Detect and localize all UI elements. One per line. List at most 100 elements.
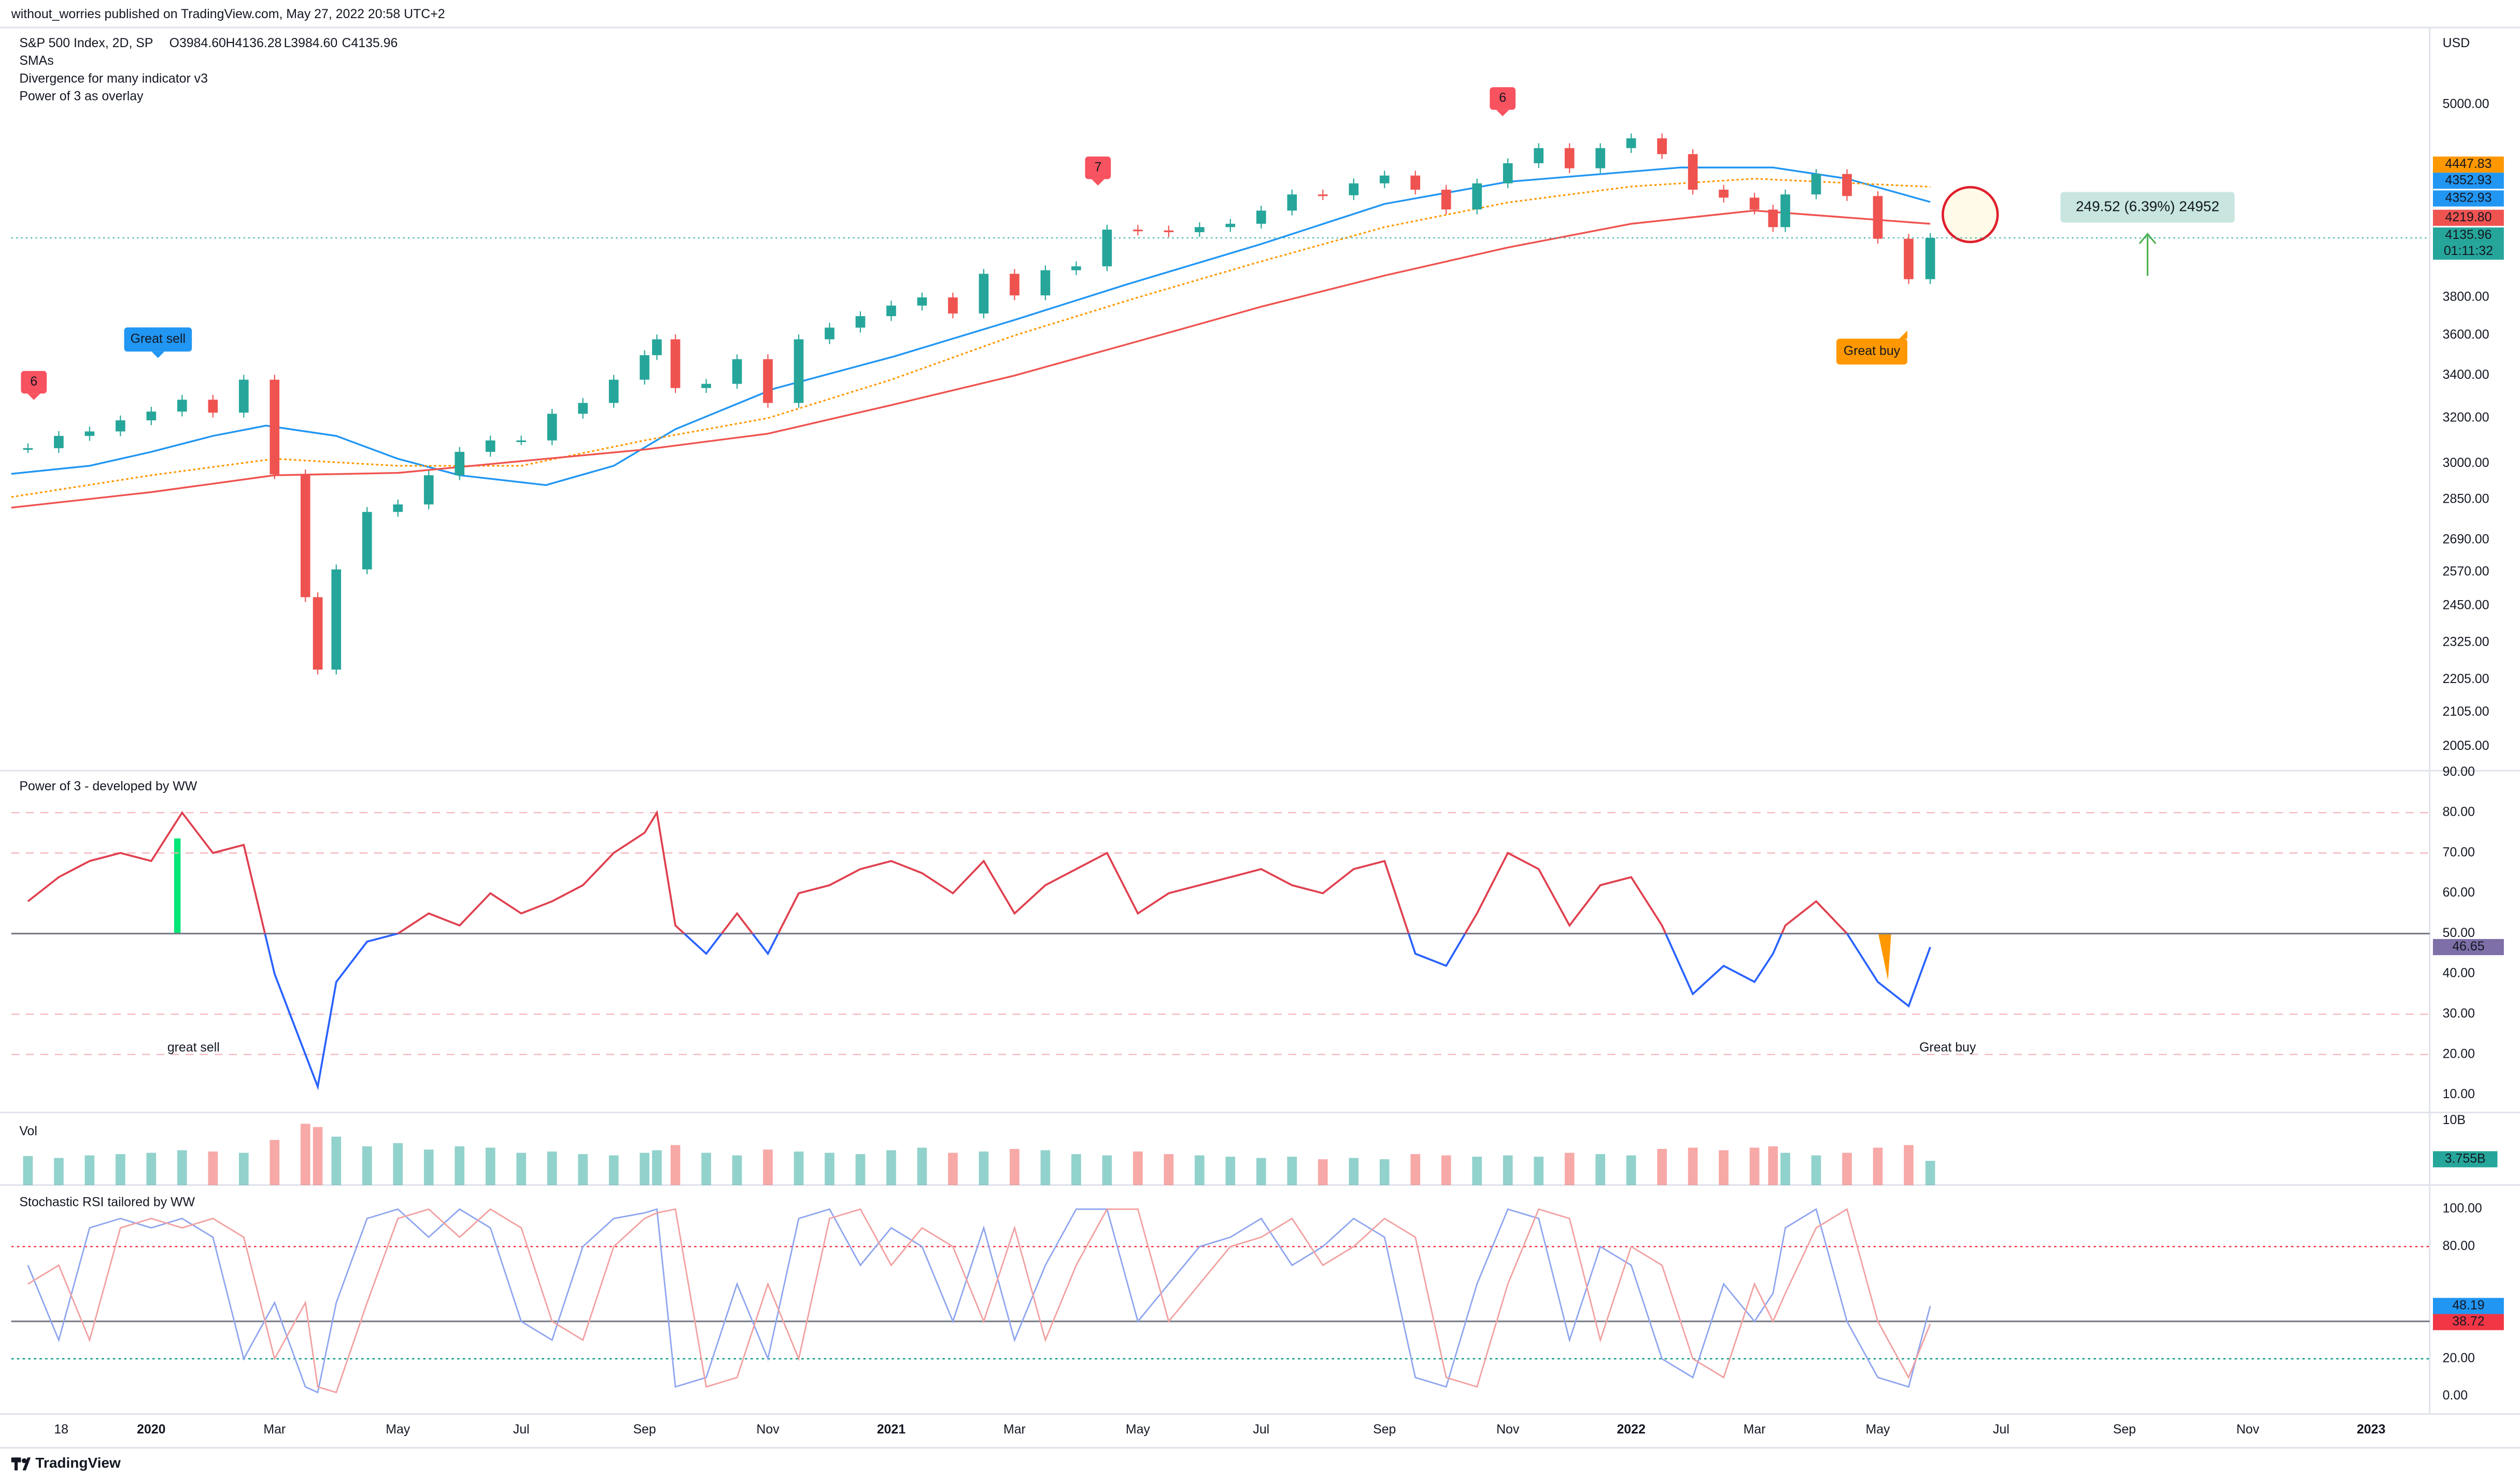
candle bbox=[886, 305, 896, 317]
annotation-text: great sell bbox=[167, 1040, 220, 1055]
x-tick-label: Nov bbox=[2236, 1422, 2260, 1437]
y-tick-label: 30.00 bbox=[2443, 1006, 2475, 1021]
candle bbox=[652, 339, 662, 356]
volume-bar bbox=[640, 1153, 649, 1185]
price-tag: 4219.80 bbox=[2445, 210, 2491, 224]
sma-line bbox=[11, 209, 1931, 509]
sma-line bbox=[11, 178, 1931, 498]
last-price-tag-bg bbox=[2433, 227, 2504, 244]
annotation-pointer bbox=[1496, 109, 1509, 117]
volume-bar bbox=[1768, 1146, 1778, 1185]
brand: TradingView bbox=[35, 1455, 121, 1471]
candle bbox=[177, 400, 187, 412]
annotation-text: 6 bbox=[1499, 91, 1506, 105]
volume-bar bbox=[331, 1137, 342, 1185]
highlight-circle bbox=[1942, 186, 1999, 244]
y-tick-label: 0.00 bbox=[2443, 1388, 2468, 1403]
publish-info: without_worries published on TradingView… bbox=[11, 7, 445, 21]
ohlc-value: O3984.60 bbox=[169, 36, 226, 50]
volume-bar bbox=[1102, 1155, 1112, 1185]
candle bbox=[1010, 274, 1020, 295]
x-tick-label: 2020 bbox=[137, 1422, 165, 1437]
volume-bar bbox=[1379, 1159, 1390, 1185]
volume-bar bbox=[670, 1145, 681, 1185]
price-tag-bg bbox=[2433, 209, 2504, 226]
measure-arrow-head bbox=[2139, 232, 2157, 245]
candle bbox=[1349, 183, 1359, 195]
volume-bar bbox=[1719, 1150, 1729, 1185]
volume-bar bbox=[116, 1154, 125, 1185]
price-tag: 4352.93 bbox=[2445, 190, 2491, 205]
candle bbox=[331, 569, 342, 670]
y-tick-label: 60.00 bbox=[2443, 885, 2475, 900]
volume-bar bbox=[855, 1154, 866, 1185]
volume-bar bbox=[393, 1143, 403, 1185]
signal-wedge bbox=[1878, 933, 1891, 981]
candle bbox=[393, 504, 403, 512]
candle bbox=[1133, 230, 1143, 232]
volume-bar bbox=[1503, 1155, 1513, 1185]
candle bbox=[1410, 175, 1421, 190]
volume-bar bbox=[1749, 1147, 1760, 1185]
volume-bar bbox=[1010, 1148, 1020, 1185]
x-tick-label: Mar bbox=[1744, 1422, 1766, 1437]
value-tag-bg bbox=[2433, 1151, 2498, 1168]
candle bbox=[300, 474, 310, 598]
annotation-box bbox=[1836, 338, 1907, 365]
value-tag: 38.72 bbox=[2452, 1314, 2484, 1329]
candle bbox=[1441, 189, 1451, 210]
y-tick-label: 3400.00 bbox=[2443, 367, 2489, 382]
volume-bar bbox=[652, 1150, 662, 1185]
candle bbox=[1657, 138, 1667, 154]
sma-line bbox=[11, 166, 1931, 486]
volume-bar bbox=[1595, 1154, 1605, 1185]
y-tick-label: 2450.00 bbox=[2443, 598, 2489, 612]
candle bbox=[1719, 189, 1729, 198]
countdown-tag-bg bbox=[2433, 244, 2504, 260]
volume-bar bbox=[1842, 1153, 1852, 1185]
candle bbox=[1811, 174, 1821, 195]
annotation-box bbox=[21, 371, 47, 394]
y-tick-label: 90.00 bbox=[2443, 764, 2475, 779]
volume-bar bbox=[547, 1151, 557, 1185]
volume-bar bbox=[1925, 1160, 1935, 1185]
candle bbox=[794, 339, 804, 403]
y-tick-label: 70.00 bbox=[2443, 845, 2475, 859]
candle bbox=[1256, 210, 1266, 224]
candle bbox=[1102, 230, 1112, 266]
candle bbox=[825, 328, 834, 339]
volume-bar bbox=[1133, 1151, 1143, 1185]
annotation-text: 7 bbox=[1094, 160, 1101, 174]
candle bbox=[1287, 194, 1297, 211]
annotation-pointer bbox=[27, 393, 40, 400]
volume-bar bbox=[485, 1147, 495, 1185]
volume-bar bbox=[84, 1155, 95, 1185]
annotation-box bbox=[124, 327, 192, 352]
candle bbox=[1534, 148, 1544, 163]
volume-bar bbox=[1349, 1158, 1359, 1185]
countdown-tag: 01:11:32 bbox=[2444, 244, 2493, 258]
volume-bar bbox=[1318, 1159, 1328, 1185]
volume-bar bbox=[886, 1150, 896, 1185]
y-tick-label: 2005.00 bbox=[2443, 738, 2489, 753]
y-tick-label: 2325.00 bbox=[2443, 634, 2489, 649]
candle bbox=[979, 274, 989, 314]
y-tick-label: 3600.00 bbox=[2443, 328, 2489, 342]
volume-bar bbox=[917, 1147, 927, 1185]
last-price-tag: 4135.96 bbox=[2445, 228, 2491, 242]
volume-bar bbox=[23, 1156, 33, 1185]
volume-bar bbox=[1657, 1148, 1667, 1185]
candle bbox=[948, 297, 958, 314]
indicator-name: Divergence for many indicator v3 bbox=[19, 71, 208, 86]
volume-bar bbox=[825, 1153, 834, 1185]
volume-bar bbox=[1564, 1153, 1575, 1185]
x-tick-label: Nov bbox=[756, 1422, 780, 1437]
candle bbox=[855, 316, 866, 328]
ohlc-value: L3984.60 bbox=[284, 36, 337, 50]
oscillator-line bbox=[27, 809, 1931, 1090]
annotation-text: 6 bbox=[30, 374, 37, 389]
x-tick-label: 18 bbox=[54, 1422, 68, 1437]
candle bbox=[608, 379, 619, 403]
y-tick-label: 2850.00 bbox=[2443, 491, 2489, 506]
x-tick-label: Sep bbox=[2113, 1422, 2136, 1437]
